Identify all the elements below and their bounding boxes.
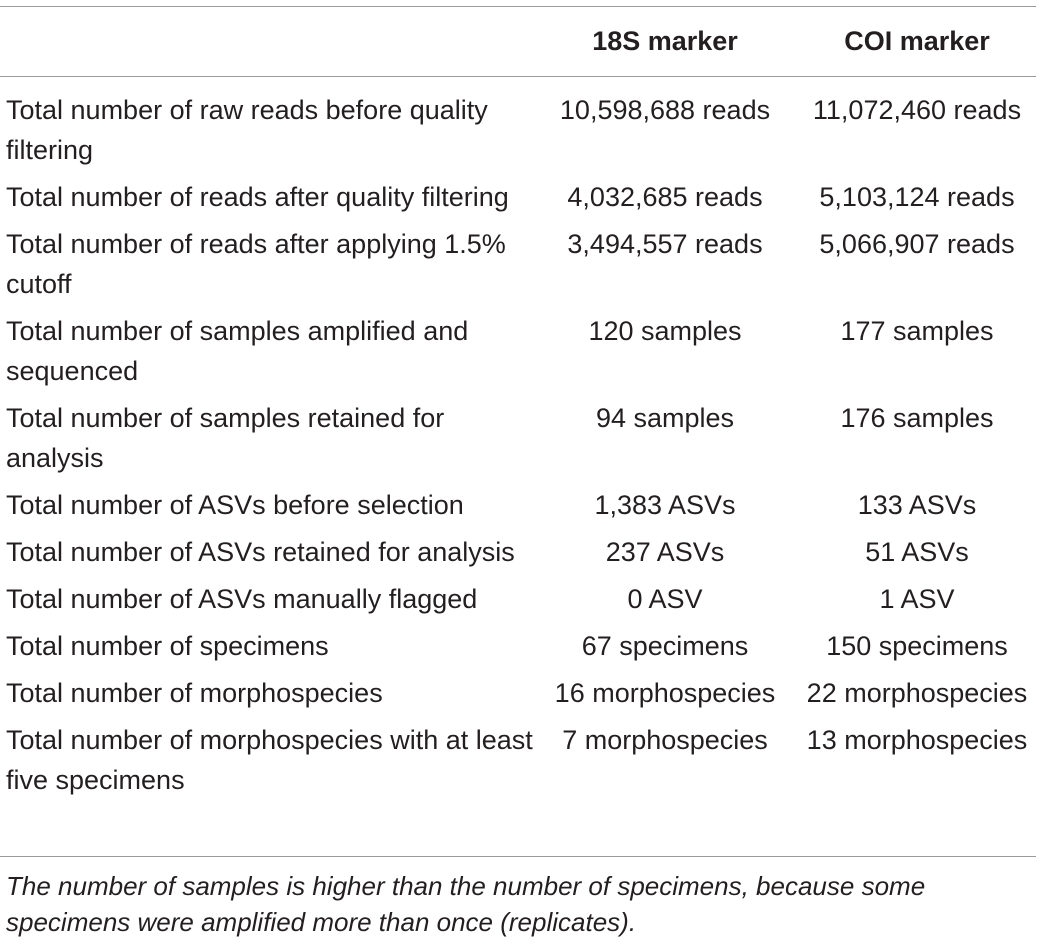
row-value-coi: 5,103,124 reads <box>819 182 1015 212</box>
row-label: Total number of morphospecies <box>6 678 383 708</box>
row-value-18s: 4,032,685 reads <box>567 182 763 212</box>
row-value-18s: 7 morphospecies <box>562 725 768 755</box>
top-rule <box>0 6 1036 7</box>
table-body: Total number of raw reads before quality… <box>0 90 1040 807</box>
row-label: Total number of ASVs manually flagged <box>6 584 478 614</box>
row-value-coi: 22 morphospecies <box>806 678 1028 708</box>
table-header: 18S marker COI marker <box>0 18 1040 64</box>
row-value-coi: 13 morphospecies <box>806 725 1028 755</box>
row-value-18s: 67 specimens <box>581 631 749 661</box>
row-value-18s: 237 ASVs <box>605 537 725 567</box>
row-value-coi: 11,072,460 reads <box>812 95 1022 125</box>
row-label: Total number of ASVs retained for analys… <box>6 537 515 567</box>
table-row: Total number of reads after quality filt… <box>0 177 1040 217</box>
row-label: Total number of ASVs before selection <box>6 490 464 520</box>
table-row: Total number of raw reads before quality… <box>0 90 1040 170</box>
row-value-18s: 16 morphospecies <box>554 678 776 708</box>
row-value-coi: 177 samples <box>840 316 994 346</box>
table-row: Total number of ASVs retained for analys… <box>0 532 1040 572</box>
table-footnote: The number of samples is higher than the… <box>6 871 926 937</box>
row-value-18s: 120 samples <box>588 316 742 346</box>
row-value-coi: 150 specimens <box>826 631 1008 661</box>
row-value-coi: 1 ASV <box>879 584 955 614</box>
table-row: Total number of ASVs before selection 1,… <box>0 485 1040 525</box>
row-label: Total number of raw reads before quality… <box>6 95 488 165</box>
table-row: Total number of samples amplified and se… <box>0 311 1040 391</box>
row-label: Total number of specimens <box>6 631 329 661</box>
row-value-18s: 1,383 ASVs <box>594 490 736 520</box>
row-value-18s: 94 samples <box>595 403 735 433</box>
bottom-rule <box>0 856 1036 857</box>
row-value-18s: 0 ASV <box>627 584 703 614</box>
row-value-18s: 3,494,557 reads <box>567 229 763 259</box>
row-value-coi: 133 ASVs <box>857 490 977 520</box>
row-label: Total number of morphospecies with at le… <box>6 725 533 795</box>
table-row: Total number of morphospecies 16 morphos… <box>0 673 1040 713</box>
row-label: Total number of reads after quality filt… <box>6 182 509 212</box>
row-label: Total number of samples amplified and se… <box>6 316 469 386</box>
row-value-coi: 5,066,907 reads <box>819 229 1015 259</box>
row-label: Total number of samples retained for ana… <box>6 403 445 473</box>
row-value-18s: 10,598,688 reads <box>559 95 771 125</box>
row-label: Total number of reads after applying 1.5… <box>6 229 506 299</box>
table-row: Total number of morphospecies with at le… <box>0 720 1040 800</box>
table-row: Total number of specimens 67 specimens 1… <box>0 626 1040 666</box>
table-row: Total number of ASVs manually flagged 0 … <box>0 579 1040 619</box>
header-18s-marker: 18S marker <box>592 26 738 56</box>
row-value-coi: 176 samples <box>840 403 994 433</box>
header-coi-marker: COI marker <box>844 26 990 56</box>
header-rule <box>0 76 1036 77</box>
table-row: Total number of samples retained for ana… <box>0 398 1040 478</box>
row-value-coi: 51 ASVs <box>865 537 969 567</box>
table-row: Total number of reads after applying 1.5… <box>0 224 1040 304</box>
